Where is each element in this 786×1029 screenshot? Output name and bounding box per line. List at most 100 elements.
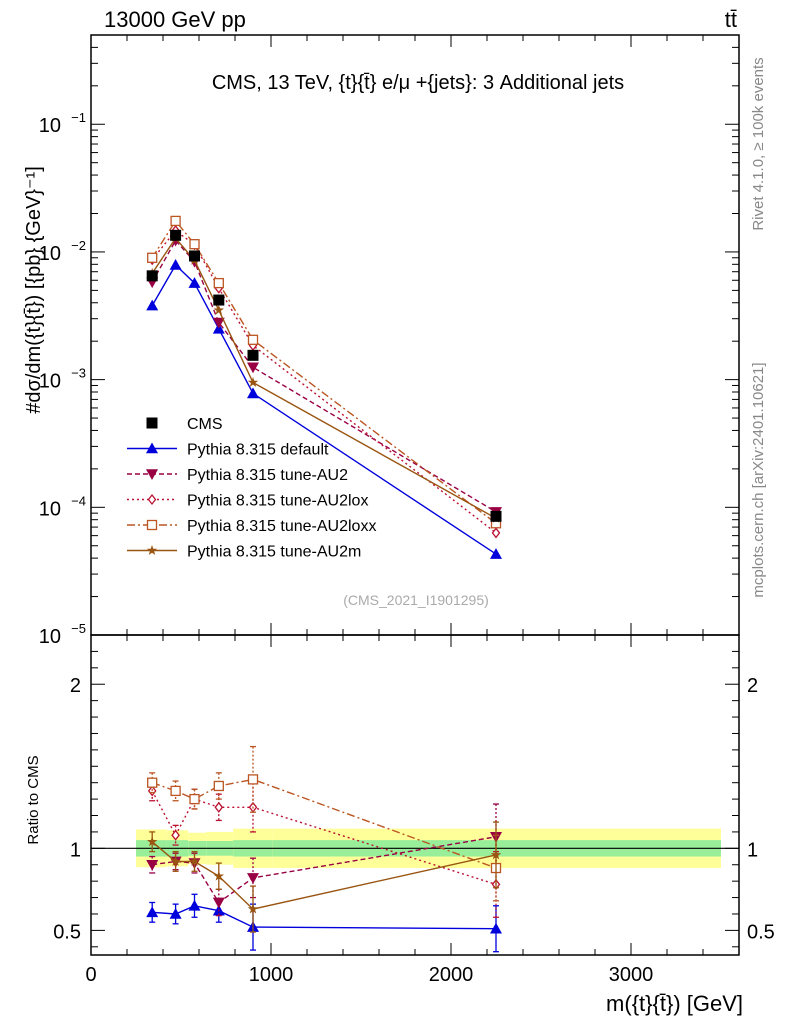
series-cms-data: [146, 229, 502, 522]
series-point: [212, 317, 225, 329]
y-tick-exponent: −1: [71, 110, 86, 125]
legend-marker: [146, 442, 158, 454]
series-point: [247, 376, 259, 387]
data-point: [247, 349, 259, 361]
ratio-point: [146, 836, 158, 847]
x-tick-labels: 0 1000 2000 3000: [85, 964, 653, 986]
data-point: [170, 229, 182, 241]
ratio-tick-labels: 0.5 0.5 1 1 2 2: [53, 675, 775, 943]
ratio-line: [151, 841, 497, 910]
series-line: [151, 229, 497, 534]
ratio-pythia-8-315-tune-au2m: [146, 821, 502, 933]
y-tick-exponent: −3: [71, 366, 86, 381]
y-tick-label: 10: [39, 115, 61, 137]
ratio-point: [147, 777, 158, 788]
y-tick-label: 10: [39, 243, 61, 265]
ratio-tick-label-left: 2: [70, 675, 81, 697]
header-energy-label: 13000 GeV pp: [104, 7, 246, 32]
series-line: [151, 237, 497, 519]
ratio-line: [151, 790, 497, 886]
series-point: [169, 259, 182, 270]
y-tick-label: 10: [39, 371, 61, 393]
series-point: [491, 527, 501, 539]
x-tick-label: 1000: [249, 964, 294, 986]
series-point: [189, 239, 200, 250]
y-tick-exponent: −2: [71, 238, 86, 253]
chart-title: CMS, 13 TeV, {t}{t̄} e/μ +{jets}: 3 Addi…: [212, 72, 624, 94]
ratio-point: [247, 873, 259, 884]
legend-label: CMS: [187, 416, 223, 433]
data-point: [213, 294, 225, 306]
ratio-point: [146, 906, 159, 918]
header-process-label: tt̄: [725, 7, 737, 32]
legend-entry: Pythia 8.315 tune-AU2m: [127, 544, 361, 561]
ratio-tick-label-right: 0.5: [747, 921, 775, 943]
ratio-tick-label-left: 1: [70, 839, 81, 861]
legend-marker: [147, 493, 157, 506]
series-point: [170, 215, 181, 227]
ratio-point: [490, 922, 502, 934]
data-point: [146, 270, 158, 282]
ratio-point: [169, 907, 182, 919]
series-point: [247, 334, 259, 345]
series-point: [213, 304, 225, 315]
ratio-line: [152, 905, 497, 930]
ratio-tick-label-right: 1: [747, 839, 758, 861]
y-tick-label: 10: [39, 498, 61, 520]
ratio-point: [212, 897, 225, 909]
ratio-point: [189, 793, 200, 805]
analysis-watermark: (CMS_2021_I1901295): [343, 592, 489, 608]
legend-entry: CMS: [146, 416, 223, 433]
ratio-panel-frame: [90, 634, 740, 956]
legend-marker: [146, 469, 158, 480]
ratio-point: [490, 849, 502, 860]
legend-entry: Pythia 8.315 default: [127, 442, 329, 459]
legend-entry: Pythia 8.315 tune-AU2loxx: [127, 518, 376, 535]
legend: CMS Pythia 8.315 default Pythia 8.315 tune…: [127, 416, 376, 561]
ratio-point: [213, 870, 225, 881]
ratio-tick-label-right: 2: [747, 675, 758, 697]
ratio-axis-title: Ratio to CMS: [25, 755, 42, 844]
legend-label: Pythia 8.315 tune-AU2lox: [187, 493, 368, 510]
legend-entry: Pythia 8.315 tune-AU2: [127, 467, 348, 484]
series-point: [247, 387, 259, 399]
ratio-point: [247, 903, 259, 914]
y-tick-labels: 10 −5 10 −4 10 −3 10 −2 10 −1: [39, 110, 86, 648]
mcplots-label: mcplots.cern.ch [arXiv:2401.10621]: [750, 362, 767, 597]
legend-marker: [146, 519, 158, 531]
ratio-point: [214, 801, 224, 813]
ratio-point: [247, 774, 259, 785]
ratio-pythia-8-315-tune-au2loxx: [147, 745, 502, 902]
data-point: [189, 250, 200, 262]
ratio-line: [152, 836, 497, 904]
data-point: [490, 510, 502, 522]
y-axis-title: #dσ/dm({t}{t̄}) [{pb} {GeV}⁻¹]: [23, 166, 45, 414]
series-point: [247, 362, 259, 374]
series-line: [151, 239, 497, 513]
ratio-point: [146, 859, 159, 871]
series-point: [146, 299, 159, 311]
y-tick-label: 10: [39, 626, 61, 648]
legend-label: Pythia 8.315 default: [187, 442, 329, 459]
legend-label: Pythia 8.315 tune-AU2: [187, 467, 348, 484]
x-tick-label: 3000: [609, 964, 654, 986]
series-point: [147, 252, 158, 263]
axis-ticks: [90, 34, 740, 955]
ratio-point: [170, 785, 181, 797]
series-line: [151, 263, 497, 555]
series-point: [188, 277, 201, 288]
series-line: [151, 219, 497, 524]
legend-entry: Pythia 8.315 tune-AU2lox: [127, 493, 368, 510]
x-tick-label: 0: [85, 964, 96, 986]
ratio-point: [189, 855, 200, 866]
ratio-pythia-8-315-default: [146, 893, 502, 953]
y-tick-exponent: −4: [71, 493, 86, 508]
legend-marker: [146, 417, 158, 429]
rivet-version-label: Rivet 4.1.0, ≥ 100k events: [750, 57, 767, 230]
legend-label: Pythia 8.315 tune-AU2m: [187, 544, 361, 561]
x-axis-title: m({t}{t̄}) [GeV]: [606, 991, 743, 1016]
series-pythia-8-315-tune-au2loxx: [147, 215, 502, 529]
legend-marker: [146, 545, 158, 555]
ratio-point: [170, 855, 181, 866]
